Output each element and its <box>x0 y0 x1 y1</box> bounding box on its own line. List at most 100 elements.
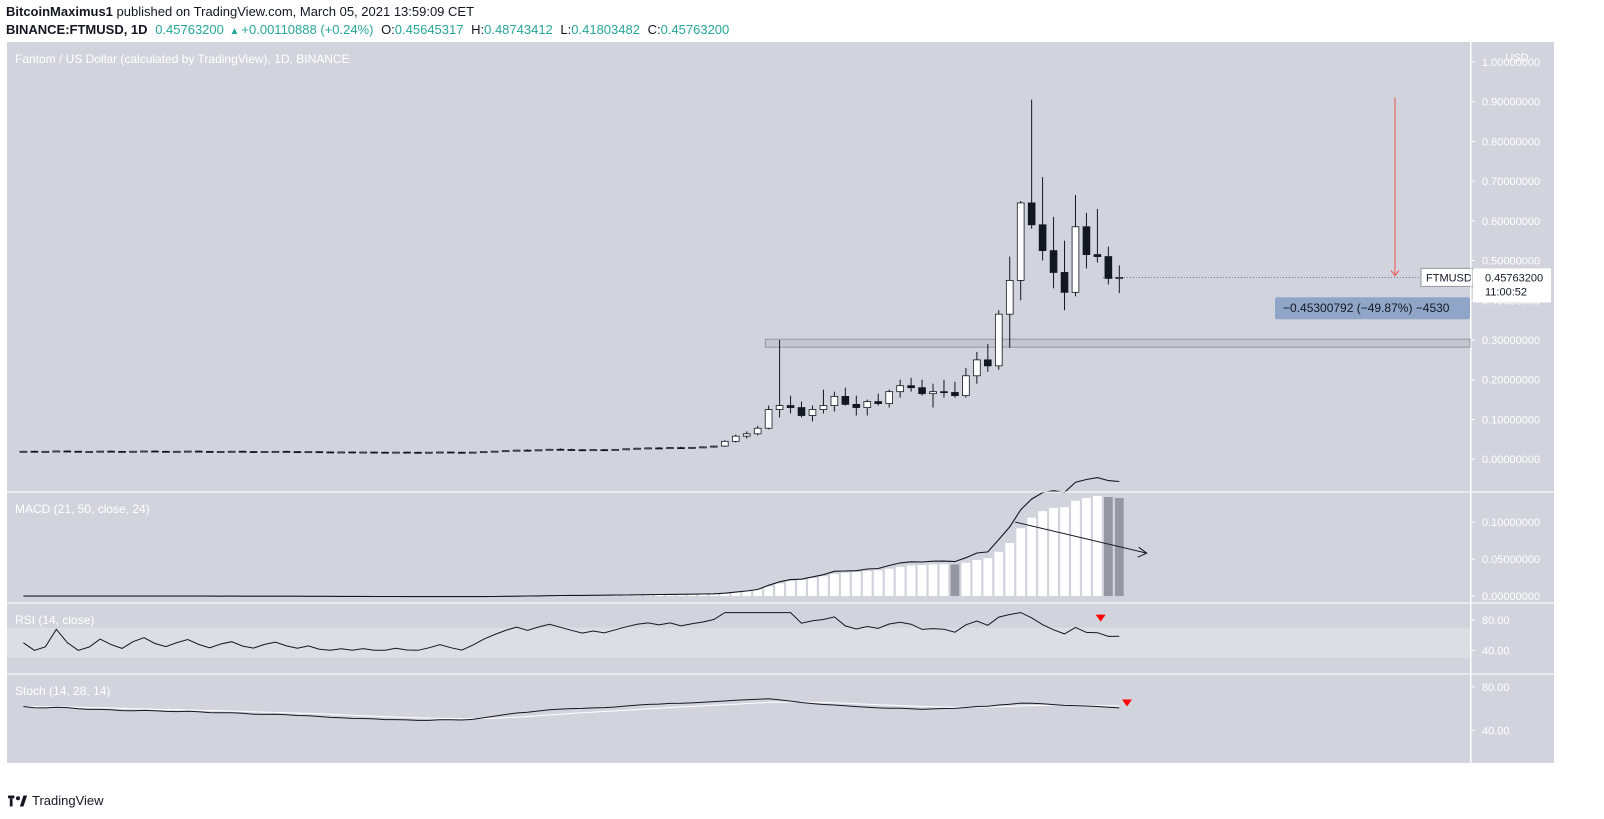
macd-trend-arrow-head <box>1137 546 1148 558</box>
time-axis[interactable]: 23 Dec 14 22 2021 11 19 Feb 15 Mar 15 23 Apr <box>7 763 1470 784</box>
rsi-title: RSI (14, close) <box>15 613 94 627</box>
candle-body <box>1060 272 1069 293</box>
candle-body <box>534 449 543 452</box>
candle-body <box>753 427 762 435</box>
candle-body <box>63 450 72 453</box>
price-tick-label: 1.00000000 <box>1482 57 1540 69</box>
price-tick-label: 0.90000000 <box>1482 97 1540 109</box>
candle-body <box>578 449 587 452</box>
macd-histogram-bar <box>928 564 938 597</box>
candle-body <box>852 403 861 408</box>
time-tick-label: 23 <box>1332 772 1344 784</box>
candle-body <box>885 391 893 404</box>
candle-body <box>293 451 302 454</box>
macd-histogram-bar <box>939 564 949 597</box>
candle-body <box>337 451 346 454</box>
candle-body <box>370 451 378 454</box>
candle-body <box>490 450 499 453</box>
last-price-text: 0.45763200 <box>1485 272 1543 284</box>
time-tick-label: 19 <box>642 772 654 784</box>
time-tick-label: Feb <box>781 772 800 784</box>
macd-pane[interactable]: 0.00000000 0.05000000 0.10000000 <box>23 477 1540 603</box>
candle-body <box>874 401 883 404</box>
time-tick-label: 11 <box>555 772 566 784</box>
macd-histogram-bar <box>1103 497 1113 597</box>
candle-body <box>600 449 609 452</box>
candle-body <box>633 447 641 450</box>
candle-body <box>775 405 784 410</box>
candle-body <box>929 391 937 395</box>
macd-histogram-bar <box>972 559 982 597</box>
price-pane[interactable]: 0.00000000 0.10000000 0.20000000 0.30000000… <box>19 57 1551 466</box>
symbol-badge-text: FTMUSD <box>1426 272 1472 284</box>
tradingview-footer[interactable]: TradingView <box>8 793 104 808</box>
low-label: L: <box>560 22 572 37</box>
macd-histogram-bar <box>1049 507 1058 597</box>
candle-body <box>1115 276 1124 279</box>
rsi-pane[interactable]: 40.00 80.00 <box>7 612 1510 658</box>
macd-histogram-bar <box>797 579 806 597</box>
macd-histogram-bar <box>994 551 1004 597</box>
price-tick-label: 0.60000000 <box>1482 216 1540 228</box>
candle-body <box>216 451 225 453</box>
measure-label-text: −0.45300792 (−49.87%) −4530 <box>1283 301 1450 315</box>
candle-body <box>162 450 170 453</box>
macd-histogram-bar <box>906 565 916 597</box>
price-tick-label: 0.50000000 <box>1482 256 1540 268</box>
stoch-signal-line <box>23 701 1120 720</box>
chart-area[interactable]: 0.00000000 0.10000000 0.20000000 0.30000000… <box>0 40 1604 790</box>
candle-body <box>984 359 992 367</box>
candle-body <box>655 447 663 450</box>
last-price-badge <box>1473 268 1551 303</box>
candle-body <box>699 446 707 449</box>
macd-histogram-bar <box>884 568 894 597</box>
candle-body <box>260 451 269 453</box>
candle-body <box>436 451 444 454</box>
macd-histogram-bar <box>950 564 960 597</box>
time-tick-label: 23 <box>17 772 29 784</box>
candle-body <box>666 447 674 450</box>
time-tick-label: 2021 <box>439 772 463 784</box>
price-axis-background <box>1471 42 1554 763</box>
publisher-name[interactable]: BitcoinMaximus1 <box>6 4 113 19</box>
time-axis-line <box>7 763 1470 764</box>
macd-histogram-bar <box>786 580 795 597</box>
footer-brand: TradingView <box>32 793 104 808</box>
macd-histogram-bar <box>983 558 993 597</box>
candle-body <box>238 450 247 453</box>
macd-histogram-bar <box>742 591 752 597</box>
stoch-title: Stoch (14, 28, 14) <box>15 684 110 698</box>
currency-label: USD <box>1505 52 1528 64</box>
high-label: H: <box>471 22 485 37</box>
candle-body <box>1016 202 1025 281</box>
candle-body <box>589 449 598 452</box>
candle-body <box>973 359 981 377</box>
macd-histogram-bar <box>917 565 927 597</box>
macd-tick-label: 0.00000000 <box>1482 591 1540 603</box>
candle-body <box>819 405 828 410</box>
price-tick-label: 0.10000000 <box>1482 414 1540 426</box>
candle-body <box>688 446 696 449</box>
candle-body <box>523 449 532 452</box>
time-tick-label: 15 <box>1245 772 1257 784</box>
candle-body <box>797 407 806 416</box>
macd-histogram-bar <box>840 572 850 597</box>
price-tick-label: 0.70000000 <box>1482 176 1540 188</box>
macd-histogram-bar <box>1082 497 1091 597</box>
stoch-divergence-marker <box>1121 699 1132 707</box>
candle-body <box>85 451 93 453</box>
candle-body <box>764 409 773 429</box>
time-tick-label: 14 <box>247 772 259 784</box>
macd-histogram-bar <box>643 594 653 597</box>
candle-body <box>479 451 488 454</box>
candle-body <box>326 451 335 454</box>
time-tick-label: 22 <box>335 772 347 784</box>
candle-body <box>1082 226 1091 255</box>
candle-body <box>994 313 1003 367</box>
publish-line: BitcoinMaximus1 published on TradingView… <box>6 4 474 19</box>
candle-body <box>392 451 400 454</box>
macd-histogram-bar <box>1060 507 1069 597</box>
macd-histogram-bar <box>819 576 828 597</box>
macd-histogram-bar <box>665 594 675 597</box>
stoch-tick-label: 40.00 <box>1482 725 1510 737</box>
